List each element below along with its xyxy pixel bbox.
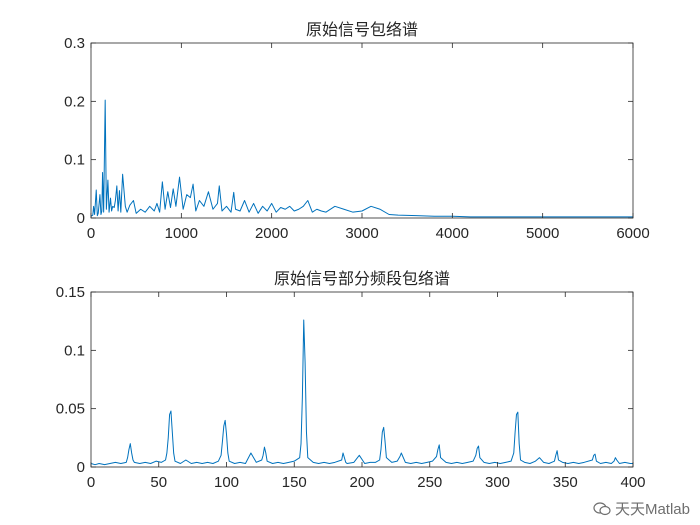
x-tick-label: 2000 [255, 225, 288, 242]
x-tick-label: 100 [214, 474, 239, 491]
x-tick-label: 250 [417, 474, 442, 491]
x-tick-label: 150 [282, 474, 307, 491]
chart-title: 原始信号部分频段包络谱 [274, 269, 450, 288]
y-tick-label: 0.1 [64, 342, 85, 359]
chart-title: 原始信号包络谱 [306, 20, 418, 39]
x-tick-label: 50 [150, 474, 167, 491]
watermark: 天天Matlab [593, 498, 690, 519]
series-line-1 [90, 319, 633, 466]
y-tick-label: 0.15 [56, 284, 85, 301]
x-tick-label: 350 [553, 474, 578, 491]
subplot-2: 0 50 100 150 200 250 300 350 400 0 0.05 0.1 0.15 原始信号… [56, 269, 646, 491]
x-tick-label: 5000 [526, 225, 559, 242]
y-tick-label: 0 [77, 210, 85, 227]
watermark-text: 天天Matlab [614, 501, 690, 518]
axes-box [90, 291, 634, 468]
x-tick-label: 4000 [436, 225, 469, 242]
x-tick-label: 0 [87, 474, 95, 491]
y-tick-label: 0.05 [56, 401, 85, 418]
y-tick-label: 0 [77, 459, 85, 476]
x-tick-label: 1000 [165, 225, 198, 242]
x-tick-label: 300 [485, 474, 510, 491]
x-tick-label: 6000 [616, 225, 649, 242]
x-tick-label: 200 [349, 474, 374, 491]
y-tick-label: 0.1 [64, 152, 85, 169]
wechat-logo-icon [593, 501, 611, 515]
y-tick-label: 0.2 [64, 93, 85, 110]
x-tick-label: 0 [87, 225, 95, 242]
y-tick-label: 0.3 [64, 35, 85, 52]
x-tick-label: 400 [620, 474, 645, 491]
subplot-1: 0 1000 2000 3000 4000 5000 6000 0 0.1 0.2 0.3 原始信号包… [64, 20, 650, 242]
series-line-1 [90, 99, 633, 218]
x-tick-label: 3000 [345, 225, 378, 242]
